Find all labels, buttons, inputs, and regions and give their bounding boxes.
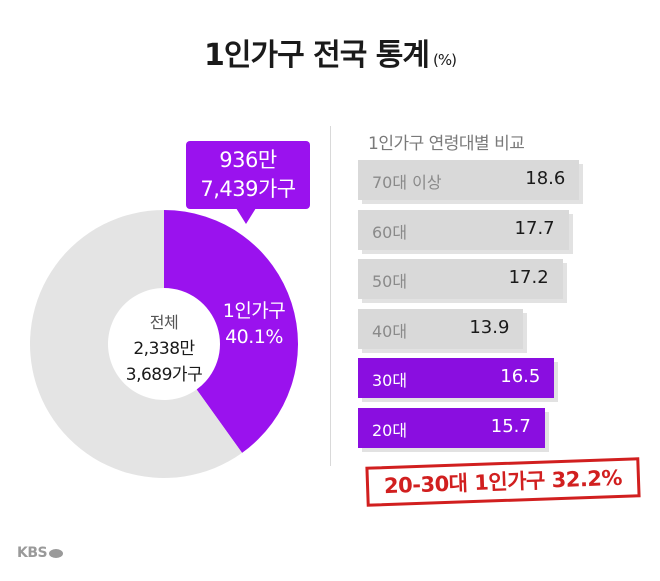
bar-4: 30대 16.5	[358, 358, 555, 398]
bar-section-title: 1인가구 연령대별 비교	[368, 134, 525, 154]
bar-category-label: 20대	[372, 420, 408, 440]
slice-percent: 40.1%	[225, 326, 283, 348]
logo-mark-icon	[49, 548, 64, 558]
total-line1: 2,338만	[133, 339, 195, 359]
bar-value-label: 16.5	[500, 366, 541, 387]
bar-category-label: 40대	[372, 321, 408, 341]
divider	[330, 126, 331, 466]
title-unit: (%)	[433, 51, 457, 69]
bar-value-label: 17.2	[508, 267, 549, 288]
callout-line1: 936만	[219, 148, 277, 172]
bar-category-label: 50대	[372, 272, 408, 291]
bar-category-label: 70대 이상	[372, 173, 442, 192]
summary-stamp: 20-30대 1인가구 32.2%	[365, 457, 641, 507]
donut-slice-1	[29, 210, 243, 478]
donut-chart	[29, 210, 298, 478]
bar-0: 70대 이상 18.6	[358, 160, 580, 200]
donut-center-label: 전체 2,338만 3,689가구	[108, 310, 220, 388]
callout-box: 936만 7,439가구	[186, 141, 310, 209]
bar-value-label: 13.9	[469, 316, 510, 338]
bar-1: 60대 17.7	[358, 209, 569, 250]
bar-2: 50대 17.2	[358, 259, 563, 299]
total-label: 전체	[149, 313, 179, 332]
bar-category-label: 30대	[372, 371, 408, 390]
slice-label: 1인가구 40.1%	[206, 298, 302, 350]
title-text: 1인가구 전국 통계	[204, 38, 430, 73]
callout-tail	[236, 208, 256, 224]
bar-value-label: 15.7	[490, 415, 531, 437]
donut-slice-0	[164, 210, 298, 453]
slice-name: 1인가구	[222, 300, 286, 322]
bar-category-label: 60대	[372, 222, 408, 242]
chart-title: 1인가구 전국 통계 (%)	[0, 30, 660, 74]
callout-line2: 7,439가구	[200, 177, 296, 201]
logo-text: KBS	[17, 545, 48, 561]
bar-5: 20대 15.7	[358, 407, 545, 448]
kbs-logo: KBS	[17, 545, 64, 561]
total-line2: 3,689가구	[125, 365, 203, 385]
bar-3: 40대 13.9	[358, 308, 524, 349]
bar-value-label: 17.7	[514, 217, 555, 239]
bar-value-label: 18.6	[525, 168, 566, 189]
